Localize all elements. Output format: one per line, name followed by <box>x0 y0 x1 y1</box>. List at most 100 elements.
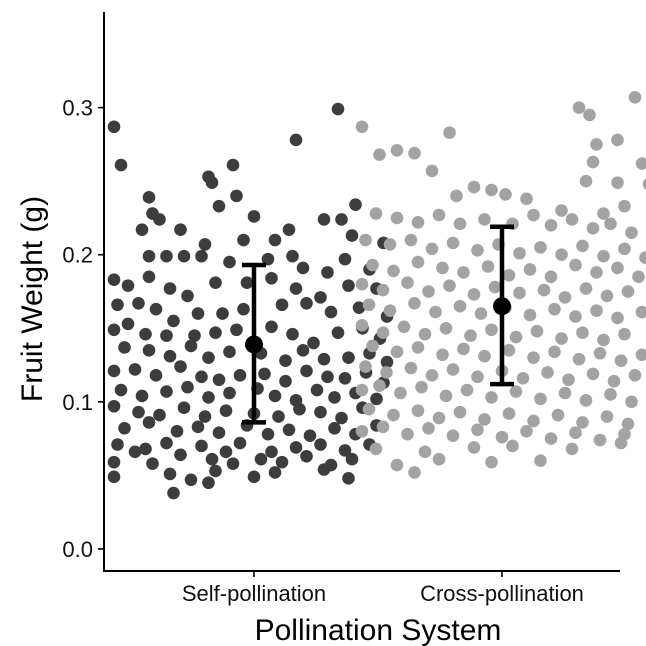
data-point <box>467 441 481 454</box>
data-point <box>411 341 425 354</box>
data-point <box>230 189 243 203</box>
data-point <box>355 383 369 397</box>
data-point <box>209 464 222 478</box>
data-point <box>383 304 397 317</box>
data-point <box>265 271 278 285</box>
data-point <box>202 476 215 490</box>
data-point <box>202 351 215 364</box>
data-point <box>107 273 121 287</box>
data-point <box>380 355 394 369</box>
data-point <box>195 439 208 453</box>
data-point <box>135 389 149 403</box>
data-point <box>429 305 442 319</box>
data-point <box>240 276 254 289</box>
data-point <box>369 207 383 220</box>
data-point <box>160 385 173 398</box>
data-point <box>621 285 635 298</box>
data-point <box>586 155 600 169</box>
data-point <box>436 348 449 362</box>
data-point <box>523 263 537 276</box>
data-point <box>390 211 404 225</box>
data-point <box>485 391 498 404</box>
data-point <box>205 452 219 466</box>
data-point <box>408 146 421 160</box>
data-point <box>509 330 523 344</box>
data-point <box>230 323 243 337</box>
data-point <box>163 282 177 295</box>
data-point <box>597 207 610 220</box>
data-point <box>404 361 418 375</box>
data-point <box>544 219 558 232</box>
data-point <box>296 261 310 275</box>
data-point <box>590 304 603 317</box>
y-tick-label: 0.3 <box>62 96 93 121</box>
data-point <box>142 416 156 429</box>
data-point <box>191 307 205 320</box>
data-point <box>534 392 547 406</box>
data-point <box>268 466 282 479</box>
data-point <box>485 183 498 197</box>
data-point <box>342 472 355 485</box>
data-point <box>495 430 509 444</box>
data-point <box>586 367 600 381</box>
data-point <box>142 191 156 204</box>
data-point <box>293 402 306 416</box>
data-point <box>502 344 516 357</box>
data-point <box>576 326 589 339</box>
data-point <box>300 364 313 378</box>
data-point <box>268 233 282 247</box>
data-point <box>219 404 233 417</box>
data-point <box>502 407 516 420</box>
data-point <box>149 369 163 382</box>
data-point <box>534 241 547 254</box>
mean-point <box>245 335 263 354</box>
data-point <box>174 360 187 373</box>
data-point <box>628 369 642 382</box>
x-axis-title: Pollination System <box>255 614 502 646</box>
data-point <box>555 332 568 345</box>
data-point <box>432 452 446 466</box>
data-point <box>279 374 292 388</box>
y-tick-label: 0.0 <box>62 537 93 562</box>
data-point <box>366 339 379 353</box>
data-point <box>107 455 121 469</box>
data-point <box>184 473 198 487</box>
data-point <box>604 388 617 401</box>
data-point <box>118 422 131 435</box>
data-point <box>509 385 523 398</box>
data-point <box>317 352 331 366</box>
data-point <box>107 364 121 378</box>
data-point <box>506 439 519 453</box>
data-point <box>366 258 379 272</box>
data-point <box>467 288 481 301</box>
data-point <box>181 289 194 303</box>
data-point <box>544 270 558 284</box>
data-point <box>212 373 226 387</box>
data-point <box>380 366 393 379</box>
data-point <box>411 255 425 269</box>
data-point <box>286 327 299 341</box>
data-point <box>583 108 596 122</box>
data-point <box>513 286 526 300</box>
data-point <box>415 380 428 394</box>
data-point <box>345 229 359 242</box>
data-point <box>174 448 187 462</box>
data-point <box>625 226 638 239</box>
data-point <box>132 296 145 310</box>
data-point <box>625 395 638 409</box>
data-point <box>376 326 390 339</box>
data-point <box>467 180 481 194</box>
data-point <box>572 101 586 114</box>
data-point <box>635 157 646 170</box>
data-point <box>233 369 247 382</box>
data-point <box>146 457 159 470</box>
data-point <box>443 279 456 292</box>
data-point <box>289 441 303 454</box>
data-point <box>411 216 425 229</box>
data-point <box>474 307 488 320</box>
data-point <box>390 345 404 359</box>
data-point <box>471 423 484 437</box>
data-point <box>223 345 236 359</box>
data-point <box>226 457 240 470</box>
